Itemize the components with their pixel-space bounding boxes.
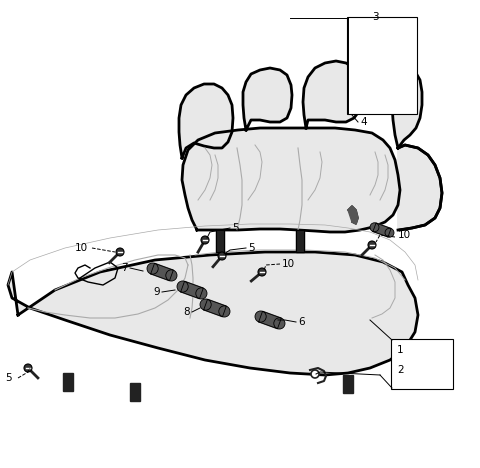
Polygon shape [151, 263, 173, 281]
Polygon shape [259, 311, 281, 329]
Circle shape [116, 248, 124, 256]
Text: 2: 2 [397, 365, 404, 375]
Text: 5: 5 [248, 243, 254, 253]
Circle shape [147, 263, 158, 274]
Text: 8: 8 [183, 307, 190, 317]
Text: 4: 4 [360, 117, 367, 127]
Circle shape [368, 241, 376, 249]
Text: 9: 9 [154, 287, 160, 297]
Polygon shape [130, 383, 140, 401]
Circle shape [24, 364, 32, 372]
Polygon shape [204, 300, 226, 317]
Polygon shape [343, 375, 353, 393]
Polygon shape [182, 128, 400, 232]
Circle shape [274, 318, 285, 329]
Circle shape [258, 268, 266, 276]
Text: 6: 6 [298, 317, 305, 327]
Circle shape [385, 228, 394, 237]
FancyBboxPatch shape [347, 17, 417, 114]
Polygon shape [63, 373, 73, 391]
Circle shape [370, 223, 379, 232]
Text: 5: 5 [232, 223, 239, 233]
Circle shape [201, 236, 209, 244]
Text: 3: 3 [372, 12, 379, 22]
Circle shape [177, 281, 188, 292]
Bar [296, 230, 304, 252]
Polygon shape [8, 252, 418, 375]
Circle shape [196, 288, 207, 299]
Polygon shape [373, 223, 391, 237]
Circle shape [311, 370, 319, 378]
Polygon shape [243, 68, 292, 130]
Polygon shape [348, 206, 358, 224]
Circle shape [219, 306, 230, 317]
Polygon shape [179, 84, 233, 158]
Polygon shape [180, 281, 204, 299]
Text: 5: 5 [5, 373, 12, 383]
Polygon shape [398, 145, 442, 230]
Text: 10: 10 [398, 230, 411, 240]
Circle shape [200, 299, 211, 310]
Polygon shape [398, 145, 442, 230]
Circle shape [218, 252, 226, 260]
Circle shape [166, 270, 177, 281]
Text: 7: 7 [121, 263, 128, 273]
Polygon shape [392, 70, 422, 148]
Text: 10: 10 [75, 243, 88, 253]
Text: 1: 1 [397, 345, 404, 355]
Polygon shape [303, 61, 363, 128]
Bar [216, 230, 224, 252]
Text: 10: 10 [282, 259, 295, 269]
Circle shape [255, 311, 266, 322]
FancyBboxPatch shape [391, 339, 453, 389]
